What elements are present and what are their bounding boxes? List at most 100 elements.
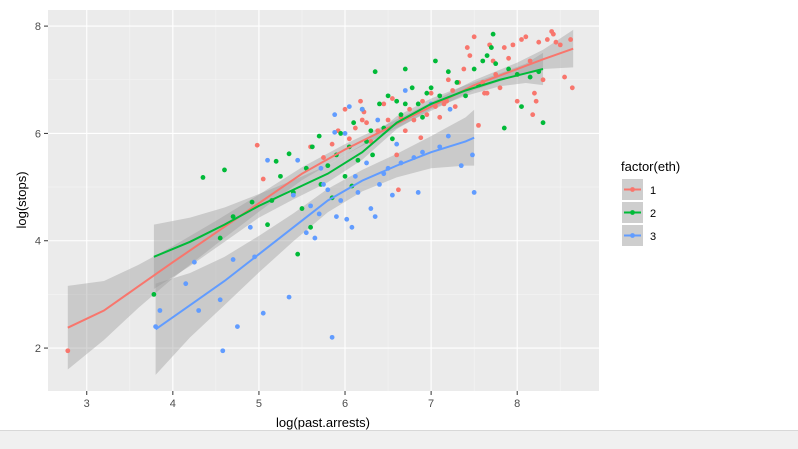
x-tick-label: 6: [342, 398, 348, 410]
y-tick-label: 6: [35, 128, 41, 140]
point-series-2: [501, 125, 507, 131]
point-series-1: [569, 85, 575, 91]
point-series-1: [411, 117, 417, 123]
point-series-3: [352, 173, 358, 179]
point-series-1: [550, 31, 556, 37]
point-series-1: [407, 106, 412, 112]
point-series-2: [394, 98, 400, 104]
point-series-3: [346, 104, 352, 109]
legend-key-point-1: [630, 187, 635, 192]
point-series-2: [370, 152, 375, 158]
point-series-1: [471, 34, 477, 40]
point-series-1: [452, 104, 458, 109]
point-series-3: [321, 182, 326, 187]
y-tick-label: 2: [35, 343, 41, 355]
point-series-2: [151, 292, 157, 297]
point-series-2: [309, 144, 315, 150]
plot-svg: 3 4 5 6 7 8 2 4 6 8 log(past.arrests) log(stops)…: [14, 10, 680, 430]
point-series-2: [273, 158, 279, 164]
point-series-2: [351, 120, 357, 126]
point-series-1: [424, 112, 430, 118]
point-series-1: [533, 98, 539, 104]
point-series-3: [286, 294, 292, 300]
point-series-2: [230, 214, 236, 219]
point-series-3: [342, 131, 348, 136]
point-series-1: [381, 101, 387, 107]
point-series-3: [325, 187, 331, 193]
point-series-3: [338, 198, 344, 203]
point-series-3: [312, 235, 318, 241]
point-series-2: [278, 173, 283, 179]
point-series-1: [428, 90, 434, 96]
fit-lines: [67, 47, 574, 331]
legend-title: factor(eth): [621, 159, 680, 174]
point-series-1: [254, 142, 260, 148]
point-series-1: [519, 37, 524, 42]
point-series-2: [389, 136, 395, 142]
y-tick-label: 8: [35, 21, 41, 33]
point-series-3: [191, 259, 197, 265]
point-series-2: [398, 112, 404, 118]
point-series-1: [358, 98, 363, 104]
point-series-1: [342, 106, 348, 112]
point-series-1: [476, 122, 481, 128]
point-series-1: [514, 98, 520, 104]
point-series-1: [329, 141, 335, 147]
fit-line-1: [67, 47, 574, 329]
point-series-2: [249, 199, 255, 205]
point-series-3: [389, 192, 395, 198]
point-series-2: [265, 222, 270, 228]
point-series-2: [506, 66, 512, 72]
point-series-3: [196, 308, 202, 313]
point-series-2: [222, 167, 227, 173]
x-tick-label: 3: [84, 398, 90, 410]
point-series-2: [402, 66, 408, 72]
point-series-2: [437, 93, 443, 99]
fit-line-3: [155, 136, 475, 331]
point-series-2: [471, 66, 477, 72]
point-series-2: [372, 69, 378, 75]
point-series-2: [519, 104, 524, 109]
point-series-2: [342, 173, 348, 179]
point-series-1: [450, 88, 456, 93]
point-series-1: [544, 37, 550, 42]
point-series-2: [540, 120, 546, 126]
point-series-2: [308, 224, 313, 230]
point-series-1: [260, 176, 266, 182]
legend-label-2: 2: [650, 208, 656, 220]
y-tick-label: 4: [35, 236, 41, 248]
x-tick-label: 8: [514, 398, 520, 410]
point-series-2: [433, 58, 438, 64]
x-tick-label: 4: [170, 398, 176, 410]
point-series-3: [344, 216, 350, 222]
point-series-2: [368, 128, 374, 134]
point-series-1: [461, 66, 467, 72]
point-series-1: [445, 77, 451, 83]
point-series-1: [527, 58, 533, 64]
point-series-2: [415, 101, 421, 107]
point-series-1: [523, 34, 529, 40]
point-series-1: [65, 348, 71, 354]
point-series-1: [364, 120, 369, 126]
point-series-3: [332, 129, 338, 135]
point-series-3: [183, 281, 189, 287]
x-axis-title: log(past.arrests): [276, 415, 370, 430]
point-series-1: [568, 37, 573, 42]
point-series-2: [480, 58, 486, 64]
point-series-1: [321, 155, 326, 160]
grid-major: [48, 10, 599, 391]
point-series-2: [377, 101, 382, 107]
point-series-3: [303, 230, 309, 236]
point-series-3: [217, 297, 223, 303]
point-series-2: [338, 131, 344, 136]
point-series-3: [295, 157, 301, 163]
point-series-1: [467, 53, 473, 59]
confidence-band-1: [67, 29, 574, 370]
point-series-2: [286, 151, 292, 157]
fit-line-2: [153, 68, 544, 258]
point-series-3: [471, 190, 477, 195]
x-tick-label: 7: [428, 398, 434, 410]
point-series-3: [445, 133, 451, 139]
point-series-1: [437, 114, 443, 120]
point-series-2: [484, 53, 490, 59]
